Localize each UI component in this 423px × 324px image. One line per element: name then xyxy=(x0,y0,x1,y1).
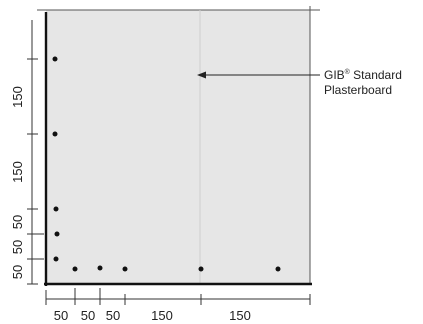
bottom-dimension-label: 150 xyxy=(151,308,173,323)
fastener xyxy=(53,256,59,262)
bottom-dimension-line xyxy=(45,288,311,305)
fastener xyxy=(72,266,78,272)
bottom-dimension-label: 50 xyxy=(54,308,68,323)
plasterboard-panel xyxy=(46,10,310,284)
callout-label: GIB® Standard xyxy=(324,68,402,82)
left-dimension-label: 150 xyxy=(10,161,25,183)
fastener xyxy=(54,231,60,237)
left-dimension-label: 50 xyxy=(10,240,25,254)
callout-line1-rest: Standard xyxy=(350,68,402,82)
callout-arrow xyxy=(197,71,320,79)
fastener xyxy=(52,131,58,137)
left-dimension-label: 50 xyxy=(10,215,25,229)
fastener xyxy=(122,266,128,272)
callout-label-line2: Plasterboard xyxy=(324,83,392,97)
fastener xyxy=(53,206,59,212)
fastener xyxy=(198,266,204,272)
fastener xyxy=(52,56,58,62)
left-dimension-label: 150 xyxy=(10,86,25,108)
bottom-dimension-label: 50 xyxy=(81,308,95,323)
registered-mark: ® xyxy=(345,68,351,76)
left-dimension-label: 50 xyxy=(10,265,25,279)
callout-brand: GIB xyxy=(324,68,345,82)
fastener xyxy=(97,265,103,271)
left-dimension-line xyxy=(27,20,44,285)
bottom-dimension-label: 50 xyxy=(106,308,120,323)
bottom-dimension-label: 150 xyxy=(229,308,251,323)
fastener xyxy=(275,266,281,272)
